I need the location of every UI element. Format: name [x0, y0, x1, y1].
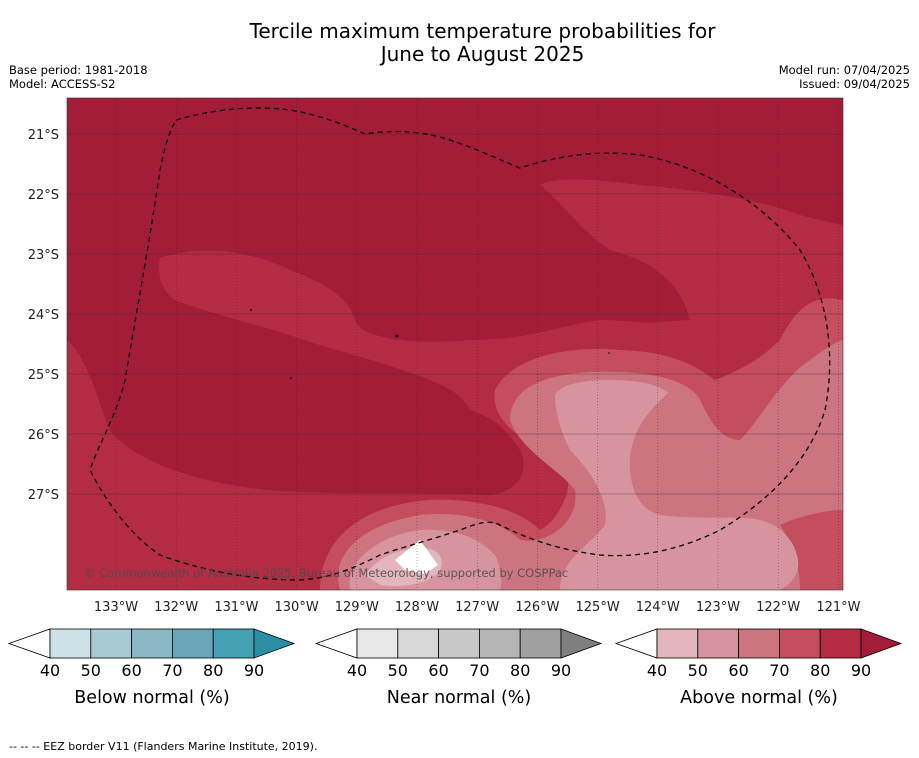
model-run: Model run: 07/04/2025	[778, 63, 910, 77]
lat-tick-label: 27°S	[28, 488, 59, 503]
lat-tick-label: 21°S	[28, 128, 59, 143]
colorbar-low-arrow	[314, 628, 358, 659]
lon-tick-label: 128°W	[395, 600, 439, 615]
colorbar-swatch	[356, 628, 399, 659]
colorbar-low-arrow	[614, 628, 658, 659]
colorbar-tick: 80	[810, 661, 830, 680]
colorbar-swatch	[819, 628, 862, 659]
title-line-2: June to August 2025	[380, 42, 585, 66]
colorbar-swatch	[397, 628, 439, 659]
eez-footnote: -- -- -- EEZ border V11 (Flanders Marine…	[9, 740, 318, 753]
lat-tick-label: 22°S	[28, 188, 59, 203]
lat-tick-label: 26°S	[28, 428, 59, 443]
colorbar-tick: 70	[162, 661, 182, 680]
colorbar-tick: 80	[510, 661, 530, 680]
colorbar-tick: 50	[688, 661, 708, 680]
latitude-labels: 21°S 22°S 23°S 24°S 25°S 26°S 27°S	[28, 128, 59, 503]
longitude-labels: 133°W 132°W 131°W 130°W 129°W 128°W 127°W 126°W…	[94, 600, 861, 615]
legend-above: 40 50 60 70 80 90 Above normal (%)	[614, 628, 903, 708]
colorbar-swatch	[656, 628, 699, 659]
colorbar-swatch	[478, 628, 521, 659]
lat-tick-label: 25°S	[28, 368, 59, 383]
model-name: Model: ACCESS-S2	[9, 77, 116, 91]
copyright-note: © Commonwealth of Australia 2025, Bureau…	[84, 566, 568, 580]
contour-below-40	[395, 540, 438, 574]
colorbar-swatch	[131, 628, 173, 659]
colorbar-label: Near normal (%)	[387, 688, 532, 708]
lon-tick-label: 132°W	[154, 600, 198, 615]
issued-date: Issued: 09/04/2025	[799, 77, 910, 91]
lon-tick-label: 121°W	[816, 600, 860, 615]
contour-fill	[67, 98, 843, 590]
colorbar-tick: 50	[81, 661, 101, 680]
colorbar-swatch	[519, 628, 562, 659]
colorbar-swatch	[697, 628, 739, 659]
base-period: Base period: 1981-2018	[9, 63, 148, 77]
colorbar-tick: 70	[469, 661, 489, 680]
colorbar-swatch	[49, 628, 92, 659]
colorbar-swatch	[171, 628, 214, 659]
colorbar-swatch	[738, 628, 780, 659]
colorbar-swatch	[779, 628, 821, 659]
graticule	[67, 98, 843, 590]
lon-tick-label: 129°W	[335, 600, 379, 615]
legend-near: 40 50 60 70 80 90 Near normal (%)	[314, 628, 603, 708]
islands	[250, 309, 610, 379]
colorbar-swatch	[212, 628, 255, 659]
colorbar-tick: 90	[551, 661, 571, 680]
colorbar-label: Below normal (%)	[74, 688, 229, 708]
colorbar-tick: 70	[769, 661, 789, 680]
colorbar-label: Above normal (%)	[680, 688, 838, 708]
lon-tick-label: 122°W	[756, 600, 800, 615]
lon-tick-label: 125°W	[576, 600, 620, 615]
lat-tick-label: 23°S	[28, 248, 59, 263]
lon-tick-label: 130°W	[275, 600, 319, 615]
colorbar-tick: 60	[428, 661, 448, 680]
colorbar-tick: 40	[347, 661, 367, 680]
colorbar-swatch	[438, 628, 480, 659]
meta-left: Base period: 1981-2018 Model: ACCESS-S2	[9, 63, 148, 91]
title-line-1: Tercile maximum temperature probabilitie…	[249, 19, 716, 43]
contour-level-40	[349, 380, 799, 590]
colorbar-high-arrow	[860, 628, 903, 659]
colorbar-tick: 60	[121, 661, 141, 680]
colorbar-swatch	[90, 628, 133, 659]
colorbar-high-arrow	[253, 628, 296, 659]
lon-tick-label: 131°W	[214, 600, 258, 615]
lon-tick-label: 133°W	[94, 600, 138, 615]
meta-right: Model run: 07/04/2025 Issued: 09/04/2025	[779, 63, 910, 91]
lon-tick-label: 123°W	[696, 600, 740, 615]
map-title: Tercile maximum temperature probabilitie…	[0, 20, 919, 66]
legends: 40 50 60 70 80 90 Below normal (%) 40 50 60 70 80 90…	[7, 628, 903, 708]
colorbar-tick: 50	[388, 661, 408, 680]
colorbar-low-arrow	[7, 628, 51, 659]
colorbar-tick: 40	[40, 661, 60, 680]
colorbar-tick: 60	[728, 661, 748, 680]
map-frame	[66, 97, 844, 591]
eez-border	[89, 107, 831, 581]
colorbar-tick: 90	[244, 661, 264, 680]
colorbar-tick: 40	[647, 661, 667, 680]
lon-tick-label: 124°W	[636, 600, 680, 615]
lon-tick-label: 127°W	[455, 600, 499, 615]
colorbar-high-arrow	[560, 628, 603, 659]
lon-tick-label: 126°W	[515, 600, 559, 615]
colorbar-tick: 90	[851, 661, 871, 680]
lat-tick-label: 24°S	[28, 308, 59, 323]
colorbar-tick: 80	[203, 661, 223, 680]
legend-below: 40 50 60 70 80 90 Below normal (%)	[7, 628, 296, 708]
